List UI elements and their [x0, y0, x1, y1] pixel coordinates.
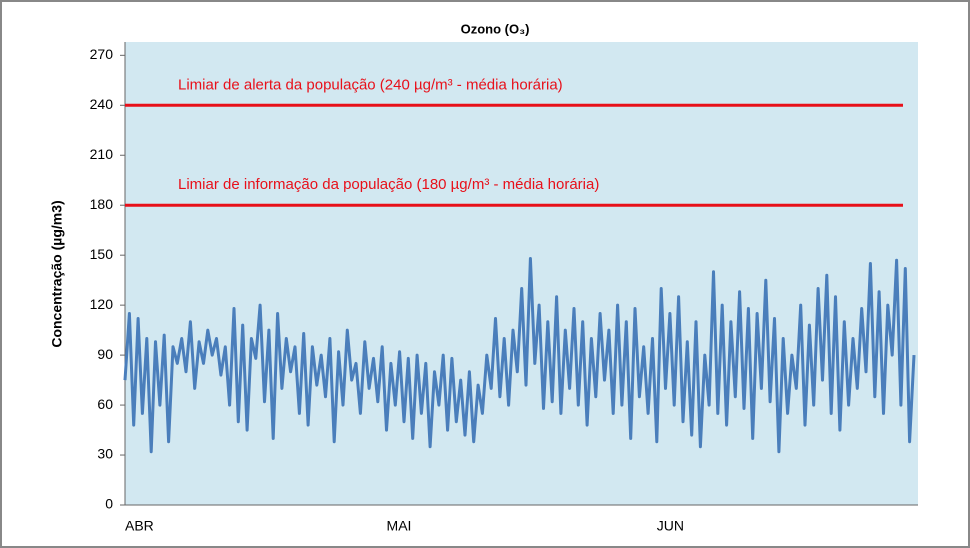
y-tick-label: 240 [90, 96, 114, 112]
chart-title: Ozono (O₃) [461, 21, 530, 36]
x-tick-label: ABR [125, 518, 154, 534]
reference-label: Limiar de alerta da população (240 µg/m³… [178, 76, 563, 93]
y-tick-label: 60 [97, 396, 113, 412]
data-line [123, 257, 916, 454]
y-tick-label: 90 [97, 346, 113, 362]
y-axis-label: Concentração (µg/m3) [49, 200, 65, 347]
y-tick-label: 150 [90, 246, 114, 262]
y-tick-label: 120 [90, 296, 114, 312]
y-tick-label: 0 [105, 496, 113, 512]
plot-area [125, 42, 918, 505]
x-tick-label: MAI [387, 518, 412, 534]
y-tick-label: 30 [97, 446, 113, 462]
y-tick-label: 210 [90, 146, 114, 162]
y-tick-label: 180 [90, 196, 114, 212]
x-tick-label: JUN [657, 518, 684, 534]
y-tick-label: 270 [90, 46, 114, 62]
reference-label: Limiar de informação da população (180 µ… [178, 176, 599, 193]
